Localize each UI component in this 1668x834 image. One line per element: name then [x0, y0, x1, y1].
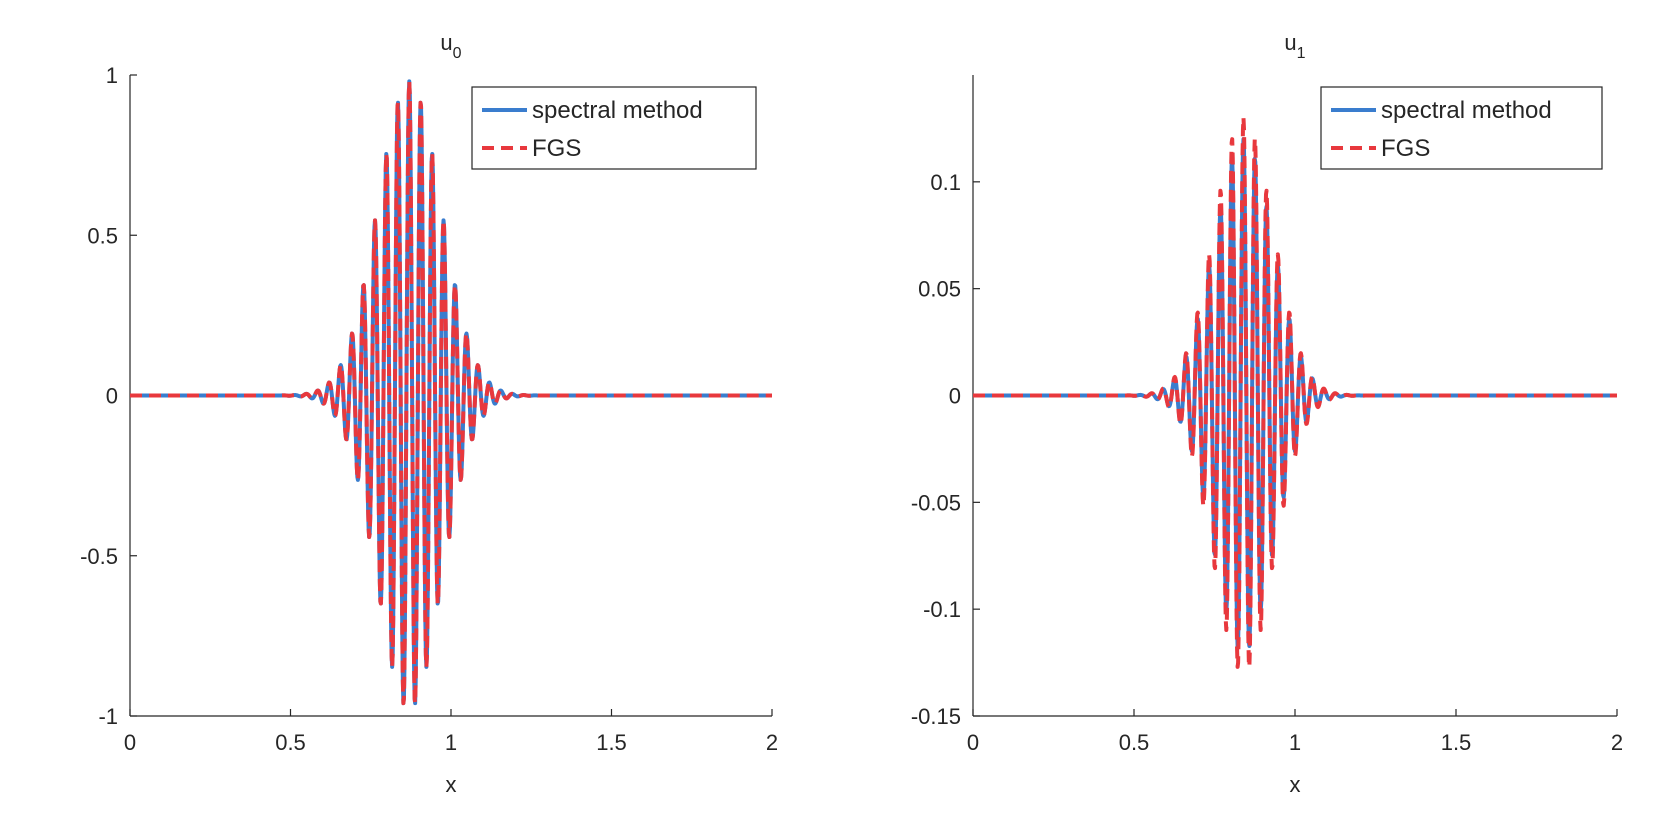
chart-u1: 0 0.5 1 1.5 2 -0.15 -0.1 -0.05 0 0.05 0.1 x u1 spectr…	[911, 30, 1623, 797]
chart-u0: 0 0.5 1 1.5 2 -1 -0.5 0 0.5 1 x u0 spectral method FG…	[80, 30, 778, 797]
x-tick-label: 2	[1611, 730, 1623, 755]
x-tick-label: 2	[766, 730, 778, 755]
y-tick-label: 0	[949, 384, 961, 409]
legend-box	[1320, 86, 1603, 170]
legend-label: FGS	[1381, 135, 1430, 162]
legend-box	[471, 86, 757, 170]
x-tick-label: 1	[445, 730, 457, 755]
y-tick-label: -0.05	[911, 490, 961, 515]
series-line-fgs	[128, 79, 774, 706]
chart-title-subscript: 0	[453, 45, 462, 62]
y-tick-label: 0	[106, 384, 118, 409]
x-tick-label: 1.5	[596, 730, 627, 755]
x-tick-label: 0	[124, 730, 136, 755]
x-tick-label: 0.5	[275, 730, 306, 755]
x-tick-label: 0	[967, 730, 979, 755]
y-tick-label: 0.1	[930, 170, 961, 195]
chart-title-subscript: 1	[1297, 45, 1306, 62]
chart-title: u0	[440, 30, 461, 62]
x-tick-label: 1.5	[1441, 730, 1472, 755]
legend-label: spectral method	[532, 97, 703, 124]
legend: spectral method FGS	[1320, 86, 1603, 170]
legend-label: FGS	[532, 135, 581, 162]
y-tick-label: 0.5	[87, 223, 118, 248]
series-line-fgs	[971, 115, 1619, 669]
x-axis-label: x	[446, 772, 457, 797]
x-tick-label: 1	[1289, 730, 1301, 755]
chart-title: u1	[1284, 30, 1305, 62]
legend: spectral method FGS	[471, 86, 757, 170]
x-tick-label: 0.5	[1119, 730, 1150, 755]
legend-label: spectral method	[1381, 97, 1552, 124]
y-tick-label: 1	[106, 63, 118, 88]
x-axis-label: x	[1290, 772, 1301, 797]
y-tick-label: -0.5	[80, 544, 118, 569]
y-tick-label: -1	[98, 704, 118, 729]
series-line-spectral-method	[971, 137, 1619, 648]
y-tick-label: -0.15	[911, 704, 961, 729]
y-tick-label: 0.05	[918, 277, 961, 302]
y-tick-label: -0.1	[923, 597, 961, 622]
